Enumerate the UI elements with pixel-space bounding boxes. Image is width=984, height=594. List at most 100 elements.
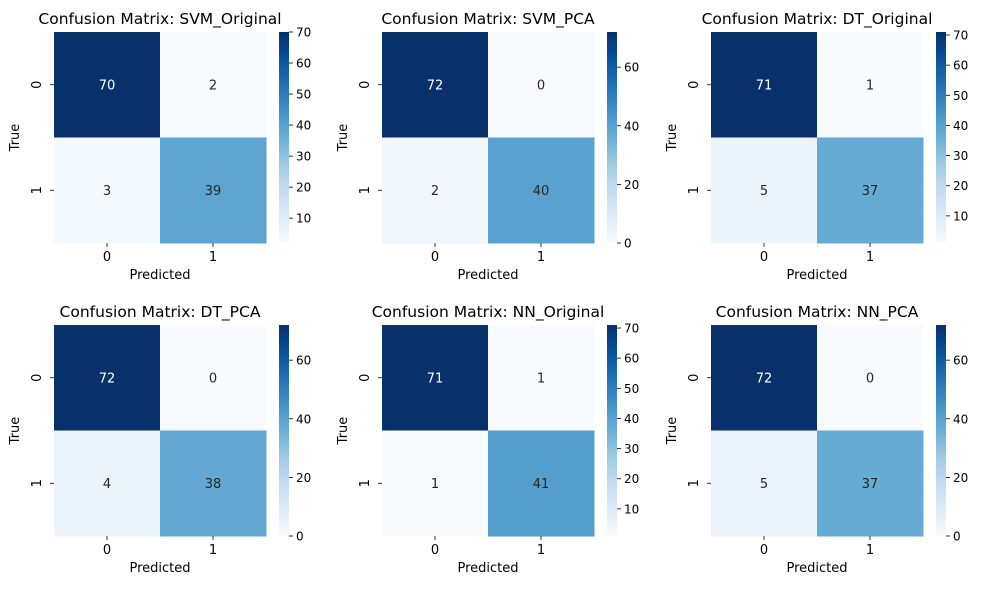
cell-value-label: 5 xyxy=(760,184,768,199)
y-axis-label: True xyxy=(665,124,680,153)
y-tick-label: 0 xyxy=(30,81,45,89)
colorbar-tick-label: 0 xyxy=(624,237,632,251)
colorbar-tick-label: 40 xyxy=(296,412,311,426)
colorbar xyxy=(936,325,946,536)
colorbar-tick-label: 0 xyxy=(953,530,961,544)
heatmap-cell xyxy=(711,137,818,244)
x-tick-label: 1 xyxy=(866,543,874,558)
colorbar-tick-label: 20 xyxy=(296,471,311,485)
colorbar-tick-label: 60 xyxy=(296,354,311,368)
x-tick-label: 1 xyxy=(209,250,217,265)
y-tick-label: 0 xyxy=(687,81,702,89)
colorbar-tick-label: 70 xyxy=(296,26,311,40)
chart-title: Confusion Matrix: DT_PCA xyxy=(60,303,261,322)
y-tick-label: 1 xyxy=(687,186,702,194)
heatmap-cell xyxy=(160,137,267,244)
chart-title: Confusion Matrix: NN_Original xyxy=(372,303,605,322)
colorbar-tick-label: 40 xyxy=(953,119,968,133)
cell-value-label: 0 xyxy=(866,371,874,386)
y-tick-label: 0 xyxy=(687,374,702,382)
colorbar xyxy=(279,325,289,536)
y-axis-label: True xyxy=(336,417,351,446)
confusion-matrix-panel: Confusion Matrix: DT_Original 71 1 5 37 0 1 Pre… xyxy=(665,10,968,283)
x-axis-label: Predicted xyxy=(129,561,190,576)
colorbar xyxy=(607,325,617,536)
heatmap-cell xyxy=(817,430,924,537)
chart-title: Confusion Matrix: SVM_Original xyxy=(38,10,281,29)
heatmap-cell xyxy=(488,325,595,431)
heatmap-cell xyxy=(488,137,595,244)
colorbar-tick-label: 20 xyxy=(624,178,639,192)
cell-value-label: 40 xyxy=(533,184,550,199)
cell-value-label: 37 xyxy=(862,477,879,492)
colorbar-tick-label: 50 xyxy=(953,89,968,103)
colorbar-tick-label: 10 xyxy=(296,212,311,226)
colorbar-tick-label: 20 xyxy=(953,471,968,485)
y-tick-label: 1 xyxy=(358,186,373,194)
y-tick-label: 0 xyxy=(30,374,45,382)
colorbar xyxy=(607,32,617,243)
x-tick-label: 1 xyxy=(537,543,545,558)
colorbar-tick-label: 60 xyxy=(953,59,968,73)
cell-value-label: 2 xyxy=(431,184,439,199)
heatmap-cell xyxy=(54,32,161,138)
x-axis-label: Predicted xyxy=(786,268,847,283)
heatmap-cell xyxy=(382,32,489,138)
y-tick-label: 1 xyxy=(358,479,373,487)
y-tick-label: 1 xyxy=(30,186,45,194)
colorbar-tick-label: 70 xyxy=(624,322,639,336)
colorbar-tick-label: 40 xyxy=(624,412,639,426)
confusion-matrix-panel: Confusion Matrix: NN_PCA 72 0 5 37 0 1 Predicte… xyxy=(665,303,968,576)
cell-value-label: 71 xyxy=(427,371,444,386)
colorbar xyxy=(936,32,946,243)
x-axis-label: Predicted xyxy=(129,268,190,283)
colorbar-tick-label: 10 xyxy=(953,209,968,223)
colorbar-tick-label: 0 xyxy=(296,530,304,544)
colorbar-tick-label: 40 xyxy=(296,119,311,133)
heatmap-cell xyxy=(488,32,595,138)
chart-title: Confusion Matrix: SVM_PCA xyxy=(381,10,595,29)
colorbar-tick-label: 50 xyxy=(624,382,639,396)
cell-value-label: 4 xyxy=(103,477,111,492)
heatmap-cell xyxy=(382,430,489,537)
x-tick-label: 0 xyxy=(431,250,439,265)
colorbar-tick-label: 60 xyxy=(296,57,311,71)
cell-value-label: 70 xyxy=(99,78,116,93)
confusion-matrix-panel: Confusion Matrix: NN_Original 71 1 1 41 0 1 Pre… xyxy=(336,303,639,576)
colorbar-tick-label: 50 xyxy=(296,88,311,102)
cell-value-label: 2 xyxy=(209,78,217,93)
cell-value-label: 71 xyxy=(756,78,773,93)
cell-value-label: 37 xyxy=(862,184,879,199)
cell-value-label: 1 xyxy=(431,477,439,492)
colorbar-tick-label: 60 xyxy=(624,61,639,75)
heatmap-cell xyxy=(382,325,489,431)
colorbar-tick-label: 20 xyxy=(624,472,639,486)
cell-value-label: 3 xyxy=(103,184,111,199)
heatmap-cell xyxy=(160,325,267,431)
colorbar-tick-label: 60 xyxy=(624,352,639,366)
heatmap-cell xyxy=(711,325,818,431)
x-tick-label: 0 xyxy=(760,543,768,558)
heatmap-cell xyxy=(711,430,818,537)
x-axis-label: Predicted xyxy=(786,561,847,576)
x-tick-label: 0 xyxy=(103,250,111,265)
heatmap-cell xyxy=(817,137,924,244)
y-tick-label: 0 xyxy=(358,81,373,89)
heatmap-cell xyxy=(54,325,161,431)
y-tick-label: 1 xyxy=(30,479,45,487)
confusion-matrix-panel: Confusion Matrix: SVM_Original 70 2 3 39 0 1 Pr… xyxy=(8,10,311,283)
cell-value-label: 5 xyxy=(760,477,768,492)
cell-value-label: 39 xyxy=(205,184,222,199)
cell-value-label: 72 xyxy=(427,78,444,93)
heatmap-cell xyxy=(382,137,489,244)
chart-title: Confusion Matrix: NN_PCA xyxy=(716,303,919,322)
colorbar-tick-label: 20 xyxy=(296,181,311,195)
cell-value-label: 72 xyxy=(756,371,773,386)
heatmap-cell xyxy=(488,430,595,537)
cell-value-label: 72 xyxy=(99,371,116,386)
colorbar-tick-label: 30 xyxy=(624,442,639,456)
y-axis-label: True xyxy=(665,417,680,446)
cell-value-label: 0 xyxy=(209,371,217,386)
